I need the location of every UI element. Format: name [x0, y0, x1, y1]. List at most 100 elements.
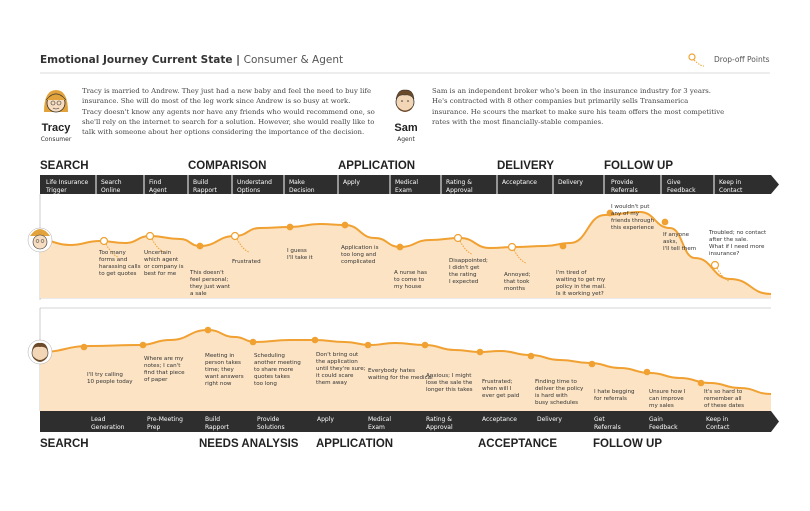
agent-stage-label-line: Delivery	[537, 416, 562, 423]
consumer-note: Too many forms and harassing calls to get q…	[99, 250, 140, 278]
consumer-phase-follow-up: FOLLOW UP	[604, 160, 673, 172]
agent-phase-follow-up-line: FOLLOW UP	[593, 438, 662, 450]
drop-off-legend-icon	[688, 53, 705, 67]
agent-name: Sam	[394, 122, 418, 134]
agent-stage-label-line: Lead	[91, 416, 106, 423]
consumer-phase-search: SEARCH	[40, 160, 89, 172]
agent-stage-label-line: Gain	[649, 416, 663, 423]
consumer-stage-label-line: Trigger	[46, 186, 67, 194]
agent-note-line: to share more	[254, 366, 294, 373]
agent-note-line: until they're sure;	[316, 365, 366, 372]
consumer-note-line: I'm tired of	[556, 270, 587, 276]
agent-phase-application: APPLICATION	[316, 438, 393, 450]
consumer-note: Application is too long and complicated	[341, 245, 379, 266]
consumer-drop-off-point	[453, 233, 463, 243]
consumer-stage-label-line: Options	[237, 186, 261, 194]
consumer-note-line: If anyone	[663, 232, 690, 238]
agent-note: I'll try calling 10 people today	[87, 372, 133, 386]
consumer-note-line: Frustrated	[232, 259, 261, 265]
consumer-stage-label: Find Agent	[149, 179, 167, 194]
consumer-drop-off-trail	[105, 243, 119, 258]
agent-stage-label: Gain Feedback	[649, 416, 678, 431]
consumer-note-line: any of my	[611, 210, 639, 217]
agent-note: Everybody hates waiting for the medical	[368, 368, 433, 382]
consumer-note-line: to get quotes	[99, 270, 137, 277]
consumer-drop-off-point	[507, 242, 517, 252]
agent-note-line: remember all	[704, 395, 742, 402]
consumer-stage-arrow	[771, 175, 779, 194]
agent-note-line: Unsure how I	[649, 389, 686, 395]
agent-note-line: lose the sale the	[426, 379, 473, 386]
consumer-note: A nurse has to come to my house	[394, 270, 427, 291]
sam-curve-face-icon	[27, 339, 53, 365]
consumer-stage-label: Search Online	[101, 179, 122, 194]
consumer-touchpoint	[196, 242, 204, 250]
consumer-note-line: this experience	[611, 224, 654, 231]
consumer-drop-off-trail	[459, 240, 473, 255]
agent-note-line: Meeting in	[205, 353, 235, 359]
agent-note-line: I hate begging	[594, 389, 635, 395]
consumer-stage-label: Keep in Contact	[719, 179, 742, 194]
consumer-stage-label-line: Provide	[611, 179, 634, 186]
consumer-note-line: I'll tell them	[663, 245, 697, 252]
agent-touchpoint	[697, 379, 705, 387]
agent-stage-label: Pre-Meeting Prep	[147, 416, 183, 431]
consumer-note-line: feel personal;	[190, 276, 229, 283]
agent-touchpoint	[527, 352, 535, 360]
agent-stage-label: Acceptance	[482, 416, 517, 424]
agent-note-line: them away	[316, 379, 348, 386]
consumer-touchpoint	[606, 209, 614, 217]
consumer-stage-label-line: Search	[101, 179, 122, 186]
consumer-note-line: waiting to get my	[556, 276, 606, 283]
consumer-note-line: Troubled; no contact	[709, 230, 767, 236]
agent-emotion-area	[40, 330, 771, 411]
agent-note: Meeting in person takes time; they want ans…	[205, 353, 244, 388]
consumer-note-line: complicated	[341, 258, 376, 265]
consumer-stage-label-line: Referrals	[611, 186, 638, 194]
agent-journey	[27, 307, 779, 432]
agent-stage-label: Lead Generation	[91, 416, 124, 431]
agent-touchpoint	[139, 341, 147, 349]
consumer-stage-label-line: Find	[149, 179, 162, 186]
agent-note-line: too long	[254, 380, 277, 387]
consumer-note: If anyone asks, I'll tell them	[663, 232, 696, 253]
agent-note-line: it could scare	[316, 372, 354, 379]
consumer-note-line: I didn't get	[449, 264, 480, 271]
consumer-note-line: Annoyed;	[504, 272, 531, 278]
consumer-note: Uncertain which agent or company is best fo…	[144, 250, 184, 278]
consumer-note-line: the rating	[449, 271, 477, 278]
agent-stage-arrow	[771, 411, 779, 432]
consumer-stage-label-line: Build	[193, 179, 209, 186]
agent-stage-label: Keep in Contact	[706, 416, 729, 431]
consumer-note-line: A nurse has	[394, 270, 428, 276]
consumer-stage-label-line: Contact	[719, 186, 743, 194]
agent-stage-label-line: Keep in	[706, 416, 729, 423]
agent-note-line: Scheduling	[254, 353, 285, 359]
agent-note-line: waiting for the medical	[368, 374, 433, 381]
consumer-stage-label-line: Rating &	[446, 179, 472, 186]
agent-note-line: longer this takes	[426, 386, 473, 393]
agent-bio: Sam is an independent broker who's been …	[432, 86, 752, 127]
consumer-note-line: I wouldn't put	[611, 204, 650, 210]
agent-touchpoint	[80, 343, 88, 351]
consumer-stage-label-line: Understand	[237, 179, 272, 186]
agent-note-line: Everybody hates	[368, 368, 416, 374]
consumer-note-line: they just want	[190, 283, 230, 290]
consumer-stage-label: Life Insurance Trigger	[46, 179, 88, 194]
consumer-phase-application-line: APPLICATION	[338, 160, 416, 172]
agent-stage-label-line: Contact	[706, 423, 730, 431]
agent-stage-label-line: Acceptance	[482, 416, 517, 423]
consumer-stage-label-line: Medical	[395, 179, 418, 186]
agent-stage-label: Build Rapport	[205, 416, 229, 431]
agent-note-line: Don't bring out	[316, 352, 359, 358]
agent-bio-line: He's contracted with 8 other companies b…	[432, 97, 689, 106]
agent-note: Scheduling another meeting to share more qu…	[254, 353, 301, 388]
consumer-emotion-area	[40, 212, 771, 298]
consumer-note-line: I'll take it	[287, 254, 313, 261]
agent-stage-label: Rating & Approval	[426, 416, 453, 431]
agent-phase-acceptance: ACCEPTANCE	[478, 438, 557, 450]
agent-touchpoint	[311, 336, 319, 344]
consumer-note-line: harassing calls	[99, 263, 141, 270]
agent-note: Finding time to deliver the policy is hard…	[535, 379, 583, 407]
